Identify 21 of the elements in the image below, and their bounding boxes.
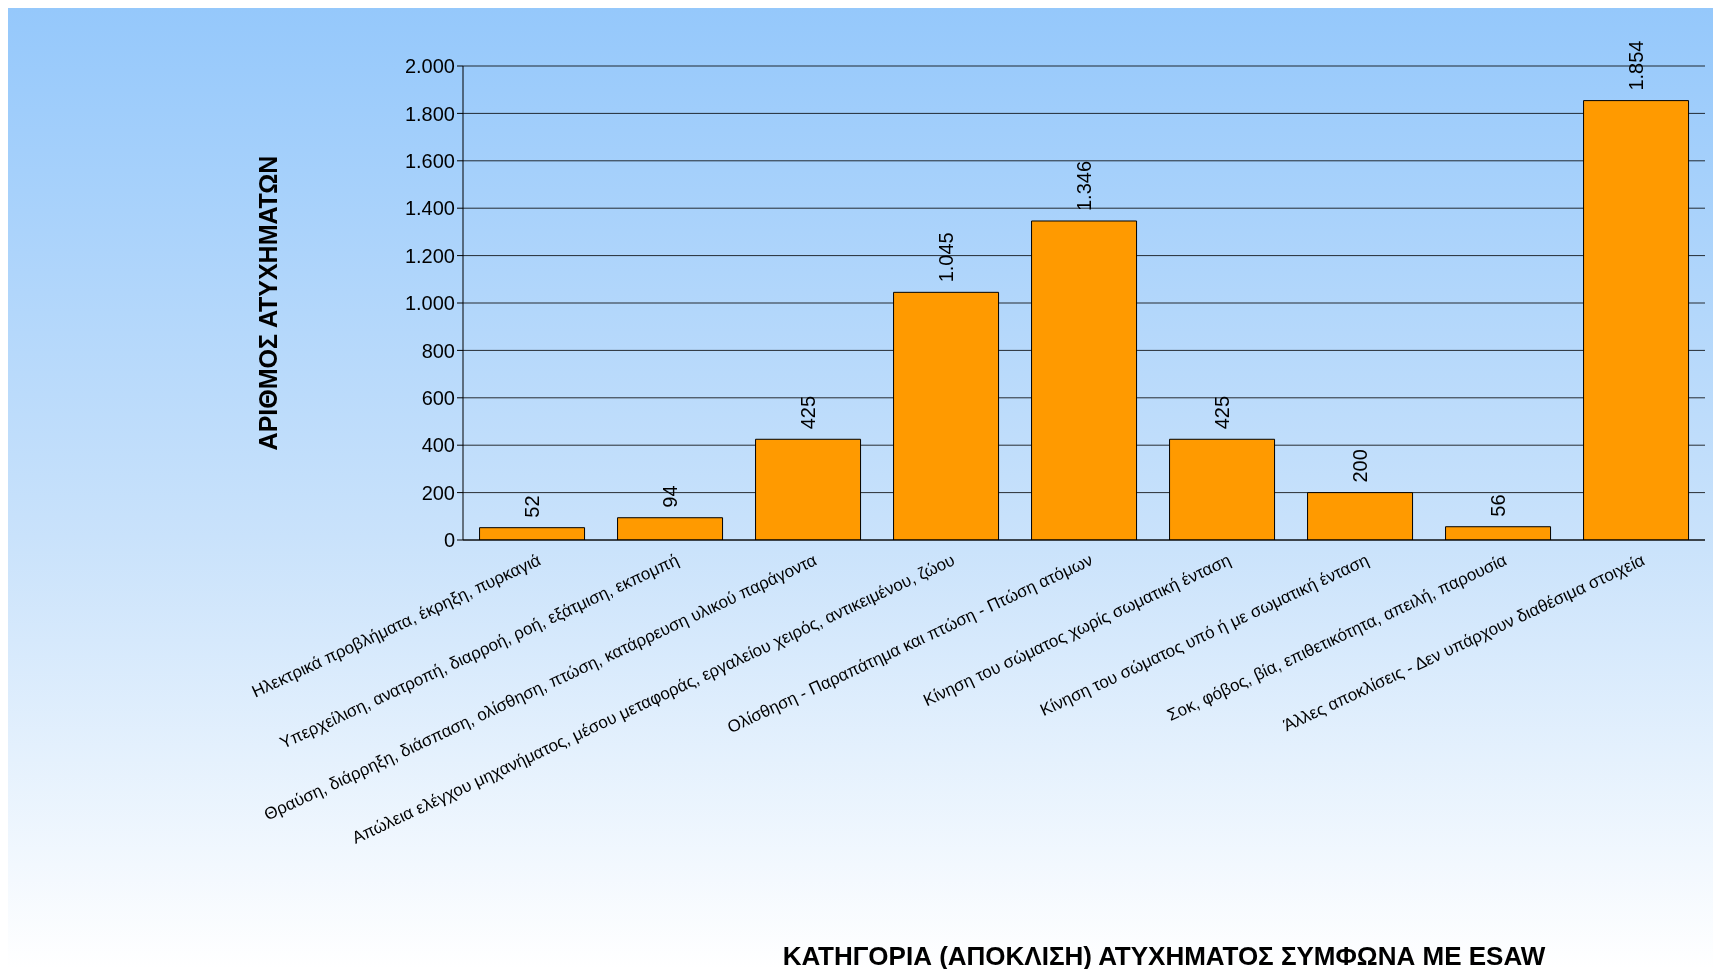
data-label: 1.045 [935,232,958,283]
data-label: 1.346 [1073,160,1096,211]
y-tick-label: 400 [421,434,455,457]
y-tick-label: 800 [421,339,455,362]
data-label: 52 [521,495,544,518]
y-tick-label: 1.000 [404,292,455,315]
data-label: 425 [1211,395,1234,430]
y-tick-label: 600 [421,386,455,409]
y-tick-label: 1.200 [404,244,455,267]
y-axis-title: ΑΡΙΘΜΟΣ ΑΤΥΧΗΜΑΤΩΝ [253,155,282,451]
y-tick-label: 200 [421,481,455,504]
y-tick-label: 1.800 [404,102,455,125]
data-label: 1.854 [1625,40,1648,91]
y-tick-label: 1.600 [404,149,455,172]
y-tick-label: 2.000 [404,55,455,78]
data-label: 56 [1487,494,1510,517]
y-tick-label: 1.400 [404,197,455,220]
data-label: 425 [797,395,820,430]
y-tick-label: 0 [443,529,455,552]
data-label: 94 [659,485,682,508]
data-label: 200 [1349,449,1372,483]
